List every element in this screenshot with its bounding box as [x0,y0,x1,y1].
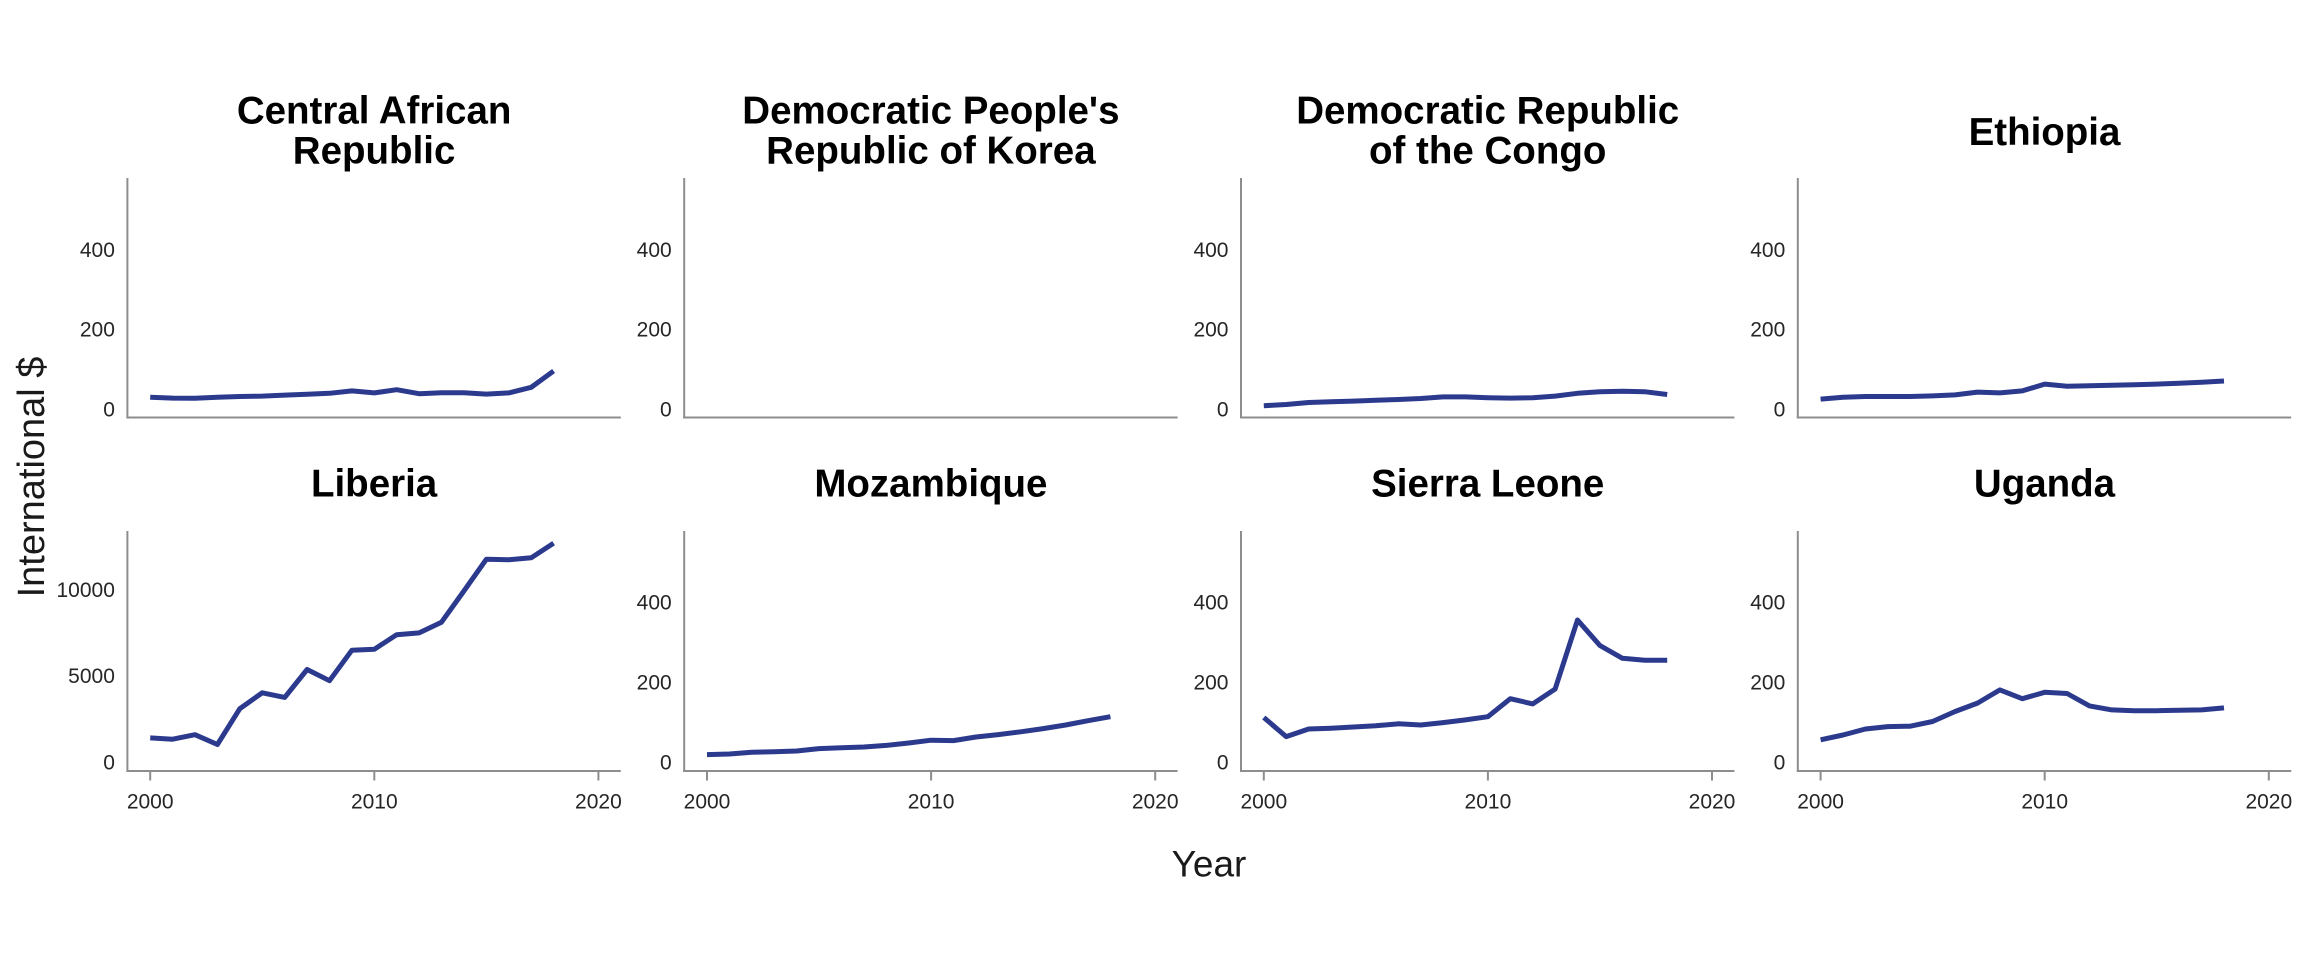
svg-text:Sierra Leone: Sierra Leone [1371,463,1604,506]
svg-text:2020: 2020 [1132,791,1179,814]
svg-text:0: 0 [1217,752,1229,775]
svg-text:10000: 10000 [56,579,114,602]
svg-text:2010: 2010 [2021,791,2068,814]
svg-text:200: 200 [1193,672,1228,695]
svg-text:400: 400 [1193,592,1228,615]
svg-text:Republic: Republic [293,130,456,173]
svg-text:2000: 2000 [1797,791,1844,814]
svg-text:200: 200 [1750,672,1785,695]
svg-text:2000: 2000 [127,791,174,814]
svg-text:2010: 2010 [1465,791,1512,814]
svg-text:Democratic Republic: Democratic Republic [1296,90,1679,133]
svg-text:0: 0 [103,399,115,422]
svg-text:400: 400 [1193,239,1228,262]
svg-text:0: 0 [660,399,672,422]
svg-text:Year: Year [1172,844,1247,885]
svg-text:2020: 2020 [2245,791,2292,814]
svg-text:200: 200 [637,319,672,342]
svg-text:2010: 2010 [908,791,955,814]
svg-text:200: 200 [637,672,672,695]
svg-text:2020: 2020 [575,791,622,814]
svg-text:200: 200 [1750,319,1785,342]
svg-text:0: 0 [660,752,672,775]
svg-text:Mozambique: Mozambique [814,463,1047,506]
svg-text:Central African: Central African [237,90,512,133]
svg-text:200: 200 [1193,319,1228,342]
svg-text:5000: 5000 [68,665,115,688]
svg-text:0: 0 [103,752,115,775]
svg-text:International $: International $ [11,357,53,598]
svg-text:0: 0 [1774,752,1786,775]
svg-text:Ethiopia: Ethiopia [1969,111,2121,154]
svg-text:2000: 2000 [684,791,731,814]
svg-text:400: 400 [637,592,672,615]
svg-text:0: 0 [1774,399,1786,422]
svg-text:2010: 2010 [351,791,398,814]
svg-text:400: 400 [1750,592,1785,615]
svg-text:Republic of Korea: Republic of Korea [766,130,1096,173]
svg-text:400: 400 [80,239,115,262]
svg-text:Liberia: Liberia [311,463,438,506]
svg-text:of the Congo: of the Congo [1369,130,1606,173]
svg-text:2000: 2000 [1240,791,1287,814]
svg-text:400: 400 [1750,239,1785,262]
svg-text:2020: 2020 [1689,791,1736,814]
svg-text:Democratic People's: Democratic People's [742,90,1119,133]
svg-text:200: 200 [80,319,115,342]
svg-text:0: 0 [1217,399,1229,422]
svg-text:400: 400 [637,239,672,262]
svg-text:Uganda: Uganda [1974,463,2116,506]
